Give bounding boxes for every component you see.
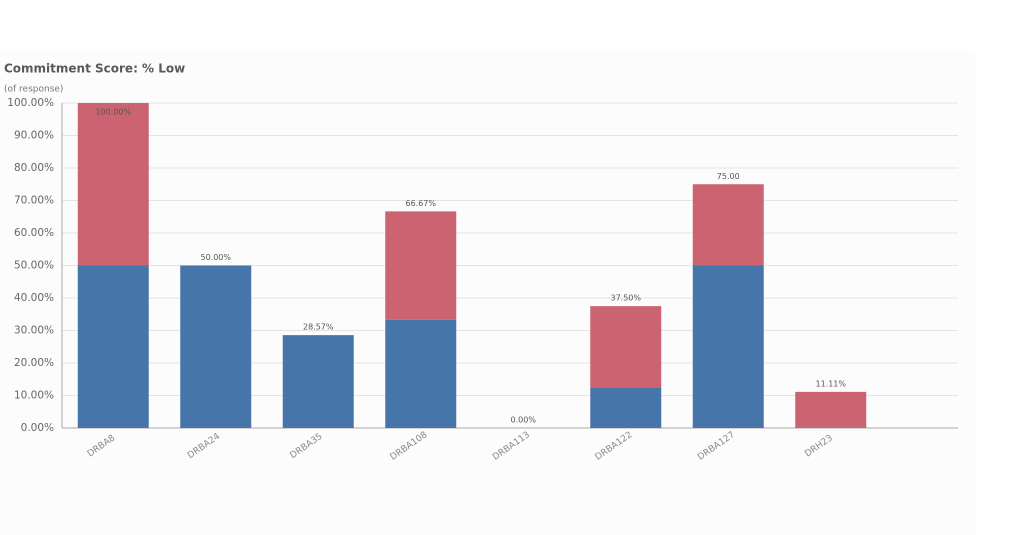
bar-segment — [590, 306, 662, 388]
y-tick-label: 80.00% — [14, 162, 54, 174]
total-label: 50.00% — [200, 253, 231, 262]
total-label: 11.11% — [815, 379, 846, 388]
y-tick-label: 50.00% — [14, 260, 54, 272]
chart-background — [0, 50, 975, 535]
y-tick-label: 0.00% — [21, 422, 54, 434]
y-tick-label: 70.00% — [14, 195, 54, 207]
y-tick-label: 100.00% — [7, 97, 54, 109]
total-label: 37.50% — [610, 294, 641, 303]
bar-segment — [692, 184, 764, 266]
bar-segment — [180, 265, 252, 428]
bar-segment — [795, 391, 867, 428]
bar-segment — [692, 265, 764, 428]
total-label: 28.57% — [303, 323, 334, 332]
y-tick-label: 90.00% — [14, 130, 54, 142]
bar-segment — [590, 387, 662, 428]
total-label: 66.67% — [405, 199, 436, 208]
bar-segment — [385, 211, 457, 320]
bar-segment — [282, 335, 354, 428]
bar-segment — [77, 265, 149, 428]
chart-subtitle: (of response) — [4, 85, 63, 95]
total-label: 100.00% — [95, 108, 131, 117]
y-tick-label: 10.00% — [14, 390, 54, 402]
bar-segment — [77, 103, 149, 266]
bar-segment — [385, 319, 457, 428]
total-label: 0.00% — [511, 416, 537, 425]
y-tick-label: 30.00% — [14, 325, 54, 337]
chart-title: Commitment Score: % Low — [4, 62, 185, 76]
total-label: 75.00 — [717, 172, 740, 181]
y-tick-label: 60.00% — [14, 227, 54, 239]
y-tick-label: 40.00% — [14, 292, 54, 304]
y-tick-label: 20.00% — [14, 357, 54, 369]
